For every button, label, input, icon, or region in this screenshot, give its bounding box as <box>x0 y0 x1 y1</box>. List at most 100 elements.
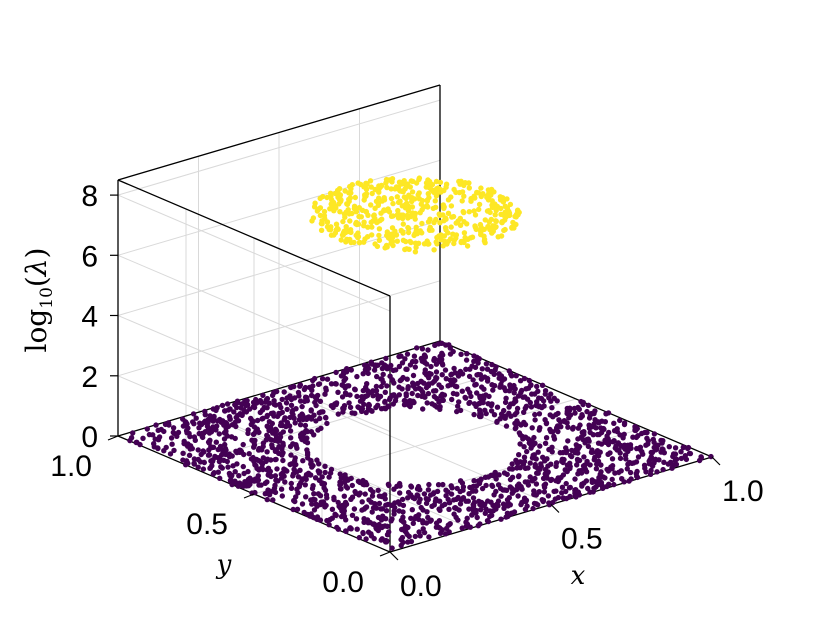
data-point-low <box>513 373 519 379</box>
data-point-high <box>403 238 409 245</box>
data-point-low <box>284 406 290 413</box>
data-point-low <box>234 404 240 411</box>
data-point-low <box>558 424 564 430</box>
data-point-high <box>344 201 351 207</box>
data-point-low <box>384 366 390 372</box>
data-point-low <box>322 469 328 476</box>
data-point-low <box>517 441 523 447</box>
data-point-low <box>373 505 379 511</box>
data-point-low <box>560 459 566 466</box>
data-point-low <box>238 401 245 407</box>
data-point-high <box>374 219 380 226</box>
data-point-low <box>409 507 415 513</box>
data-point-low <box>584 408 590 415</box>
data-point-high <box>355 234 361 241</box>
data-point-low <box>279 396 285 403</box>
data-point-low <box>408 484 415 490</box>
data-point-low <box>419 346 426 352</box>
data-point-low <box>563 449 569 456</box>
data-point-low <box>189 445 195 452</box>
data-point-high <box>493 218 499 224</box>
data-point-low <box>224 458 230 465</box>
data-point-low <box>443 376 449 382</box>
data-point-low <box>631 460 637 466</box>
data-point-low <box>453 496 459 502</box>
data-point-low <box>563 480 569 487</box>
data-point-low <box>317 517 324 523</box>
data-point-low <box>216 431 222 437</box>
data-point-low <box>333 381 339 387</box>
data-point-low <box>371 535 377 542</box>
data-point-low <box>411 516 417 522</box>
data-point-low <box>539 382 546 388</box>
data-point-low <box>566 415 572 421</box>
data-point-high <box>365 212 371 218</box>
x-tick-mark <box>711 456 721 466</box>
data-point-low <box>224 401 231 407</box>
data-point-high <box>390 242 396 249</box>
data-point-low <box>206 430 213 436</box>
data-point-low <box>517 378 524 384</box>
data-point-low <box>542 391 548 397</box>
data-point-low <box>422 394 428 400</box>
data-point-low <box>309 387 315 393</box>
data-point-low <box>251 404 258 411</box>
data-point-low <box>230 463 236 469</box>
data-point-low <box>380 371 386 378</box>
data-point-low <box>593 425 599 431</box>
data-point-low <box>317 398 324 404</box>
data-point-low <box>424 400 430 406</box>
data-point-high <box>376 232 382 239</box>
data-point-low <box>488 402 494 409</box>
data-point-high <box>498 233 505 239</box>
data-point-low <box>519 486 525 492</box>
data-point-low <box>171 447 177 454</box>
data-point-low <box>540 398 547 404</box>
data-point-low <box>617 417 623 424</box>
data-point-low <box>348 367 354 373</box>
data-point-high <box>361 197 367 203</box>
data-point-low <box>602 419 608 425</box>
data-point-low <box>384 383 390 389</box>
data-point-low <box>326 522 332 528</box>
data-point-high <box>321 208 328 215</box>
data-point-low <box>536 411 543 417</box>
data-point-low <box>503 423 510 429</box>
data-point-low <box>455 517 461 523</box>
data-point-low <box>342 479 348 485</box>
grid-line <box>117 280 441 377</box>
data-point-low <box>410 372 417 379</box>
data-point-low <box>343 517 349 523</box>
data-point-low <box>471 411 477 418</box>
z-axis-label-argument: λ <box>20 258 53 277</box>
data-point-low <box>474 514 480 521</box>
data-point-low <box>521 409 527 415</box>
data-point-high <box>425 219 432 225</box>
data-point-low <box>660 466 666 473</box>
data-point-low <box>195 447 201 453</box>
data-point-low <box>256 467 262 473</box>
series-high-points <box>309 175 522 255</box>
data-point-high <box>448 203 455 209</box>
data-point-low <box>244 397 250 404</box>
data-point-low <box>553 463 559 469</box>
data-point-low <box>459 388 465 394</box>
data-point-low <box>432 342 438 348</box>
data-point-low <box>549 405 555 411</box>
data-point-low <box>210 444 217 450</box>
data-point-high <box>440 243 446 249</box>
data-point-low <box>465 498 471 504</box>
data-point-low <box>303 416 310 423</box>
data-point-low <box>324 517 330 524</box>
data-point-low <box>140 435 146 441</box>
data-point-low <box>287 443 294 450</box>
data-point-low <box>491 371 497 377</box>
data-point-low <box>333 512 339 519</box>
data-point-low <box>489 483 496 490</box>
data-point-low <box>297 383 303 389</box>
data-point-low <box>539 404 545 411</box>
data-point-high <box>376 226 383 232</box>
data-point-low <box>505 503 511 509</box>
data-point-high <box>355 221 362 227</box>
data-point-low <box>491 412 498 418</box>
